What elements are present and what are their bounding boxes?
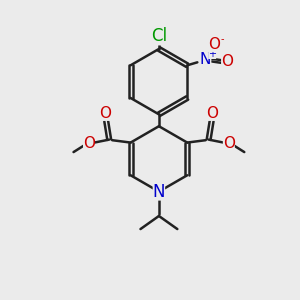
Text: O: O: [99, 106, 111, 121]
Text: O: O: [221, 54, 233, 69]
Text: O: O: [223, 136, 235, 151]
Text: +: +: [208, 49, 216, 59]
Text: Cl: Cl: [151, 28, 167, 46]
Text: N: N: [153, 183, 165, 201]
Text: O: O: [208, 37, 220, 52]
Text: O: O: [83, 136, 95, 151]
Text: -: -: [220, 34, 224, 44]
Text: N: N: [200, 52, 211, 68]
Text: O: O: [206, 106, 218, 121]
